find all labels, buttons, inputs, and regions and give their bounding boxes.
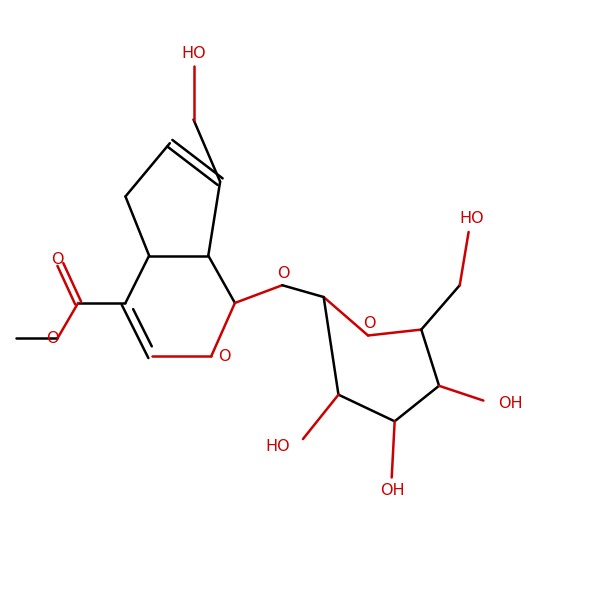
Text: HO: HO — [459, 211, 484, 226]
Text: O: O — [218, 349, 230, 364]
Text: O: O — [46, 331, 59, 346]
Text: HO: HO — [265, 439, 290, 454]
Text: HO: HO — [181, 46, 206, 61]
Text: OH: OH — [498, 396, 523, 411]
Text: O: O — [51, 252, 64, 267]
Text: O: O — [277, 266, 290, 281]
Text: OH: OH — [380, 483, 405, 498]
Text: O: O — [363, 316, 376, 331]
